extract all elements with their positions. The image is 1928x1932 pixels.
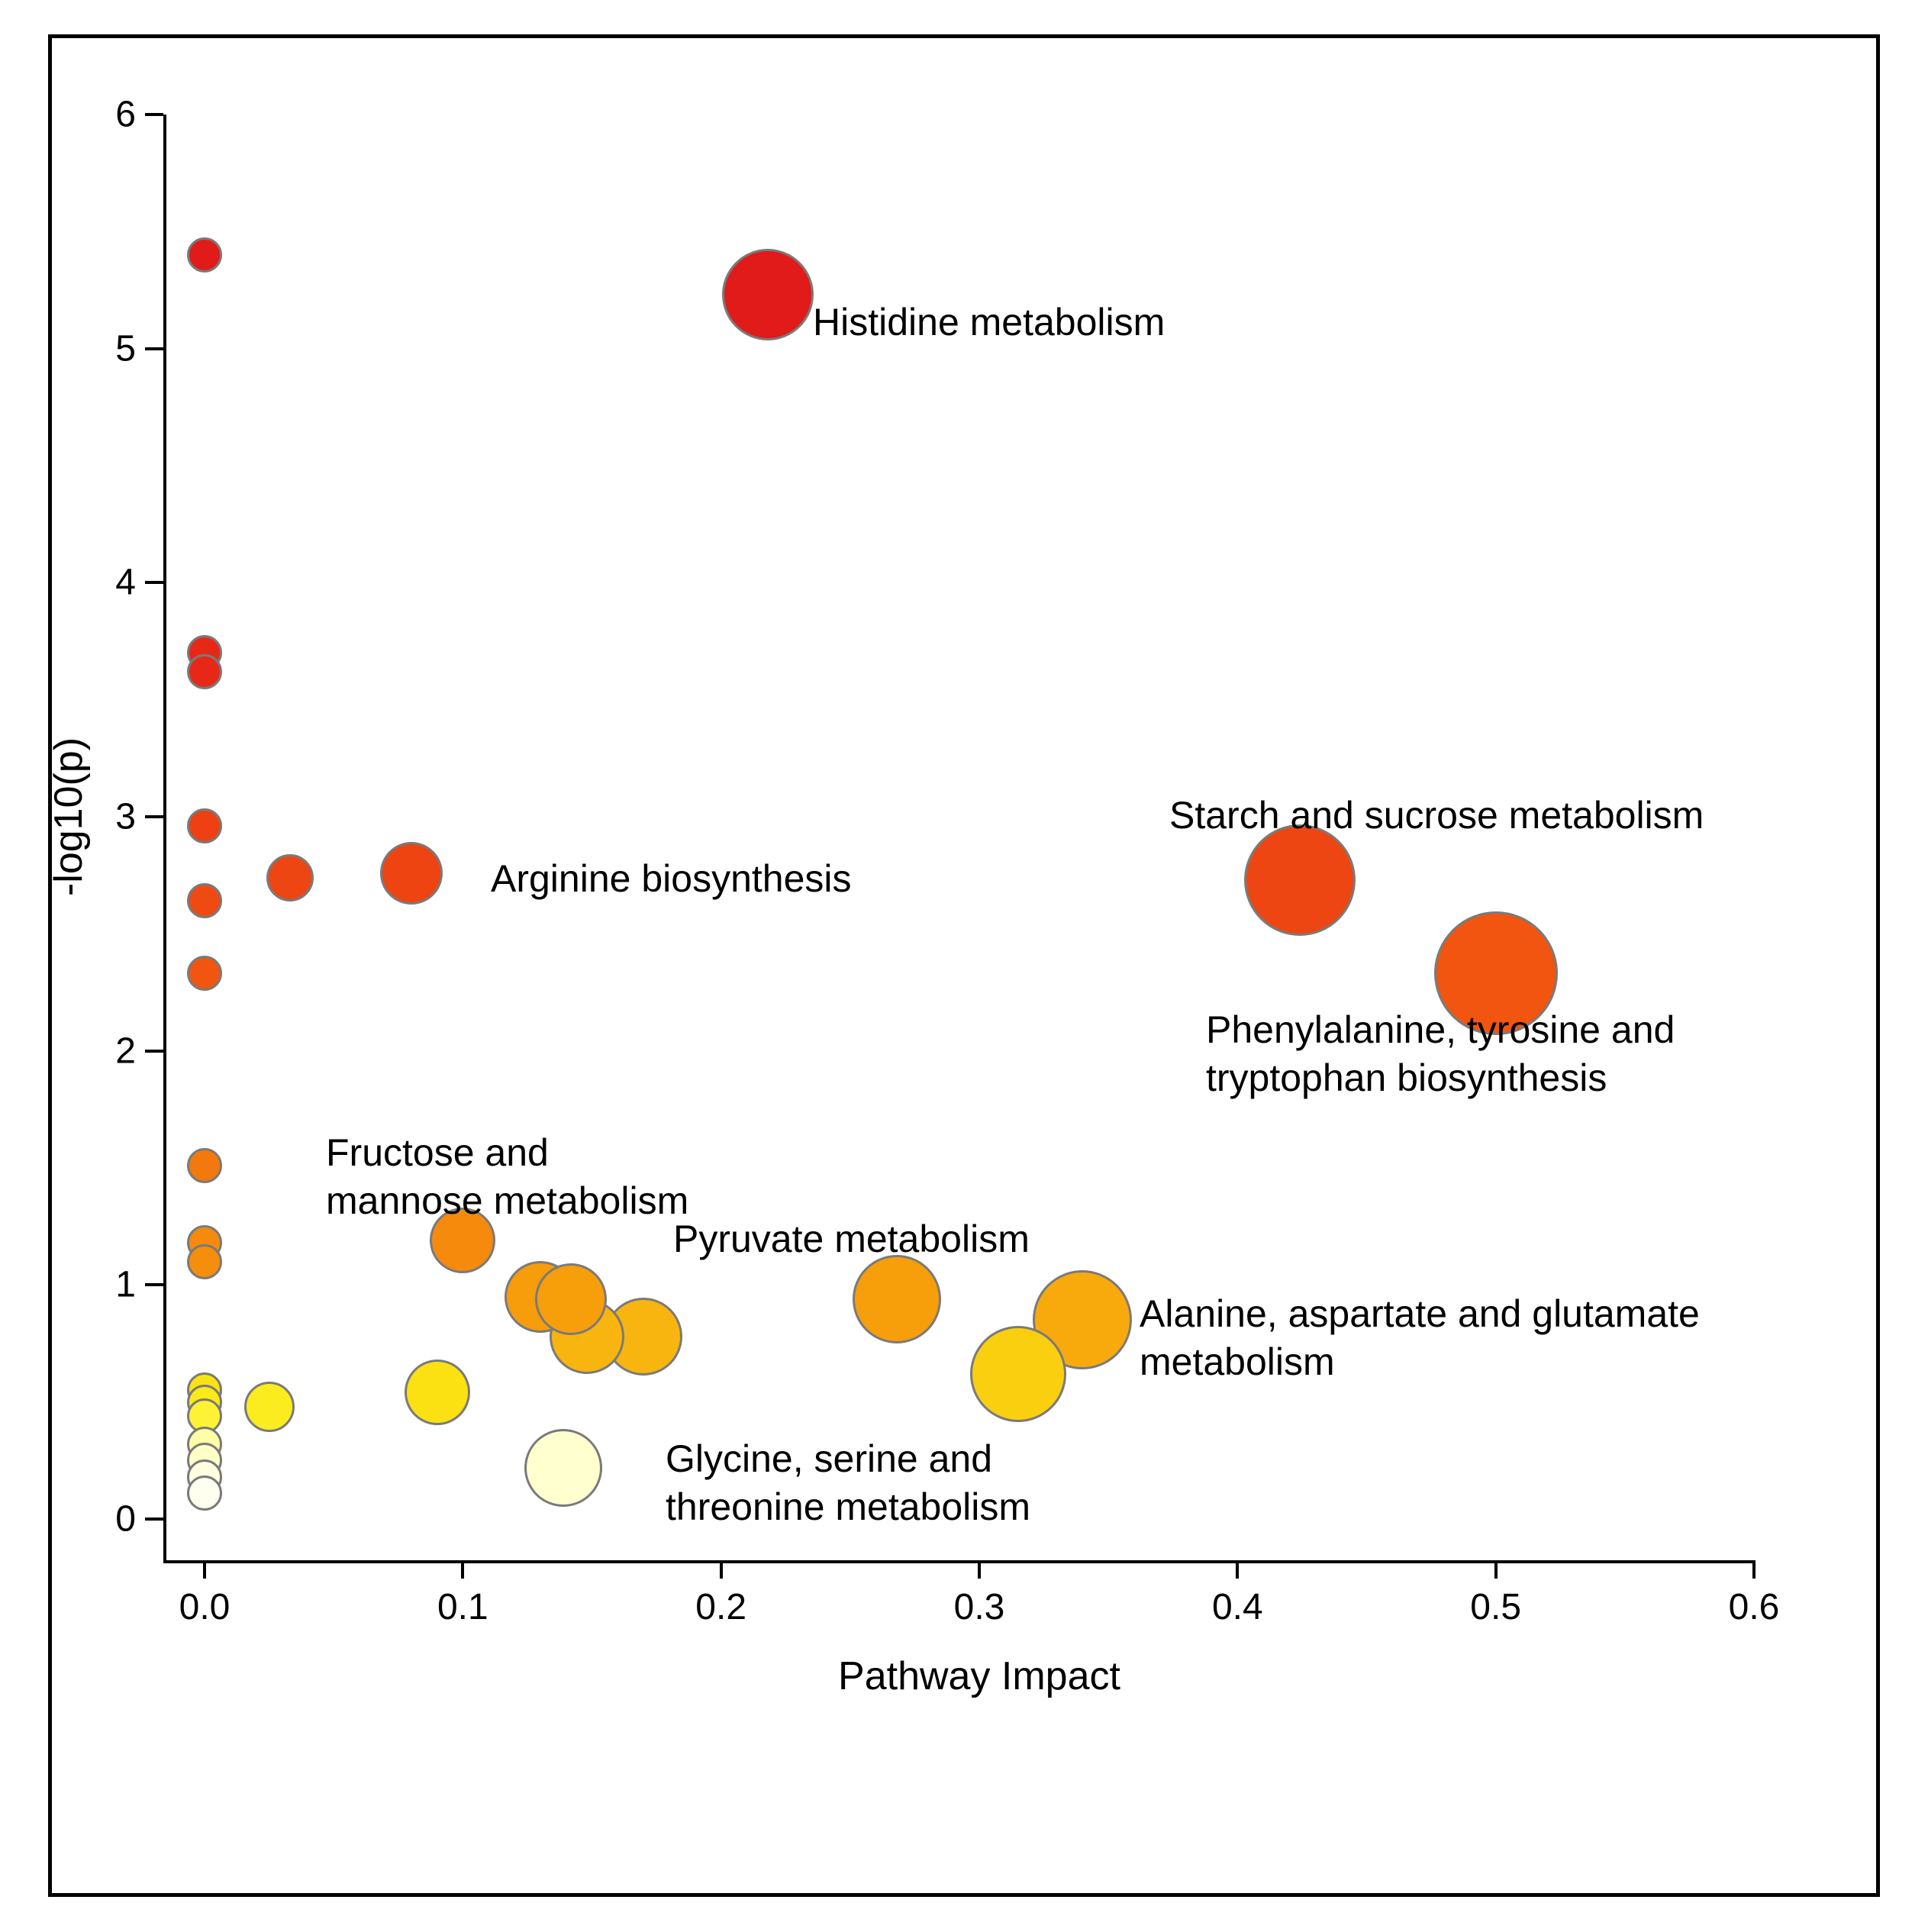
bubble <box>244 1382 295 1432</box>
bubble <box>380 842 443 905</box>
x-tick <box>1236 1560 1239 1579</box>
annotation-label: Phenylalanine, tyrosine and tryptophan b… <box>1206 1006 1675 1101</box>
annotation-label: Pyruvate metabolism <box>673 1215 1030 1263</box>
x-tick-label: 0.1 <box>437 1586 488 1628</box>
bubble <box>187 237 222 273</box>
y-tick <box>145 1050 163 1053</box>
x-tick-label: 0.3 <box>954 1586 1005 1628</box>
y-tick <box>145 1283 163 1286</box>
x-tick <box>203 1560 206 1579</box>
x-tick <box>1494 1560 1498 1579</box>
bubble <box>524 1429 602 1507</box>
y-tick-label: 1 <box>115 1264 136 1306</box>
y-tick <box>145 581 163 584</box>
x-tick-label: 0.2 <box>695 1586 746 1628</box>
x-axis-line <box>163 1560 1754 1563</box>
y-tick <box>145 1518 163 1521</box>
bubble <box>187 654 222 689</box>
x-tick-label: 0.6 <box>1729 1586 1780 1628</box>
y-tick <box>145 113 163 116</box>
x-tick-label: 0.0 <box>179 1586 231 1628</box>
y-tick <box>145 815 163 818</box>
x-tick-label: 0.5 <box>1470 1586 1521 1628</box>
x-axis-title: Pathway Impact <box>838 1653 1120 1699</box>
bubble <box>970 1326 1066 1422</box>
y-tick-label: 3 <box>115 796 136 838</box>
y-tick-label: 4 <box>115 562 136 604</box>
x-tick <box>720 1560 723 1579</box>
bubble <box>853 1255 941 1343</box>
y-axis-title: -log10(p) <box>46 737 92 896</box>
y-tick-label: 2 <box>115 1030 136 1072</box>
x-tick <box>978 1560 981 1579</box>
bubble <box>187 883 222 918</box>
annotation-label: Fructose and mannose metabolism <box>326 1129 688 1224</box>
bubble <box>187 956 222 991</box>
bubble <box>266 854 314 901</box>
bubble <box>722 249 814 340</box>
x-tick <box>461 1560 464 1579</box>
annotation-label: Histidine metabolism <box>813 298 1165 347</box>
bubble <box>1244 824 1356 936</box>
annotation-label: Glycine, serine and threonine metabolism <box>666 1435 1030 1530</box>
annotation-label: Alanine, aspartate and glutamate metabol… <box>1140 1290 1700 1385</box>
y-tick <box>145 347 163 350</box>
bubble <box>405 1359 470 1425</box>
annotation-label: Starch and sucrose metabolism <box>1169 792 1704 840</box>
y-tick-label: 0 <box>115 1498 136 1540</box>
chart-canvas: Pathway Impact -log10(p) 0.0 0.1 0.2 0.3 0.4… <box>0 0 1928 1932</box>
y-axis-line <box>163 115 166 1560</box>
bubble <box>187 1148 222 1183</box>
x-tick-label: 0.4 <box>1212 1586 1263 1628</box>
x-tick <box>1752 1560 1756 1579</box>
bubble <box>187 1476 222 1511</box>
bubble <box>187 808 222 843</box>
y-tick-label: 5 <box>115 327 136 369</box>
bubble <box>535 1263 607 1335</box>
y-tick-label: 6 <box>115 94 136 136</box>
annotation-label: Arginine biosynthesis <box>491 855 852 903</box>
bubble <box>187 1244 222 1279</box>
